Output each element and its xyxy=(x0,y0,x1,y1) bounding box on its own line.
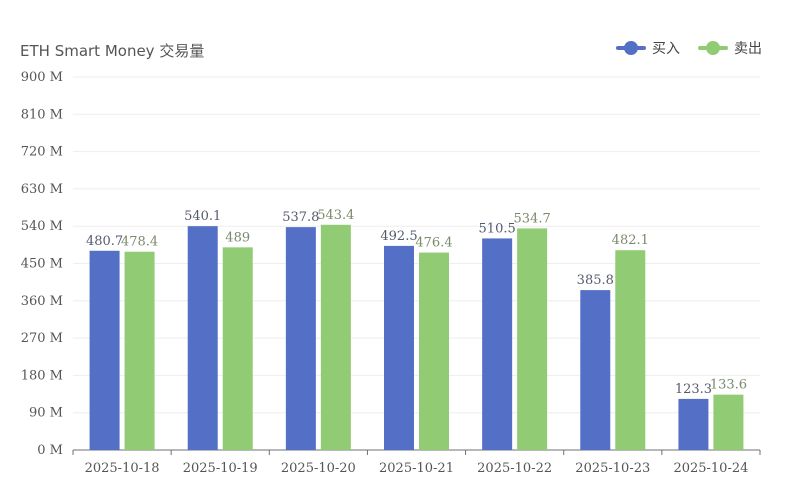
legend-item-buy[interactable]: 买入 xyxy=(616,38,680,58)
data-label-buy: 480.7 xyxy=(86,234,123,249)
legend: 买入 卖出 xyxy=(616,38,762,58)
y-tick-label: 630 M xyxy=(21,182,63,197)
legend-sell-dot xyxy=(706,41,720,55)
y-tick-label: 360 M xyxy=(21,294,63,309)
bar-sell[interactable] xyxy=(124,251,155,450)
x-tick-label: 2025-10-20 xyxy=(281,461,356,476)
bar-sell[interactable] xyxy=(222,247,253,450)
legend-buy-marker-icon xyxy=(616,41,646,55)
x-tick-label: 2025-10-18 xyxy=(85,461,160,476)
chart-title: ETH Smart Money 交易量 xyxy=(20,42,205,60)
y-tick-label: 180 M xyxy=(21,368,63,383)
bar-sell[interactable] xyxy=(517,228,548,450)
x-tick-label: 2025-10-23 xyxy=(575,461,650,476)
data-label-buy: 537.8 xyxy=(282,210,319,225)
bar-buy[interactable] xyxy=(187,226,218,450)
bar-buy[interactable] xyxy=(384,245,414,450)
bar-sell[interactable] xyxy=(615,250,646,450)
x-tick-label: 2025-10-22 xyxy=(477,461,552,476)
y-tick-label: 90 M xyxy=(29,406,63,421)
data-label-sell: 476.4 xyxy=(415,236,452,251)
x-tick-label: 2025-10-19 xyxy=(183,461,258,476)
y-tick-label: 450 M xyxy=(21,257,63,272)
y-tick-label: 540 M xyxy=(21,219,63,234)
data-label-sell: 133.6 xyxy=(710,378,747,393)
legend-buy-dot xyxy=(624,41,638,55)
y-tick-label: 900 M xyxy=(21,70,63,85)
y-tick-label: 720 M xyxy=(21,145,63,160)
bar-buy[interactable] xyxy=(580,290,611,450)
y-tick-label: 270 M xyxy=(21,331,63,346)
data-label-sell: 482.1 xyxy=(612,233,649,248)
data-label-buy: 385.8 xyxy=(577,273,614,288)
bar-buy[interactable] xyxy=(678,398,709,450)
bar-buy[interactable] xyxy=(482,238,513,450)
bar-sell[interactable] xyxy=(320,224,351,450)
data-label-sell: 543.4 xyxy=(317,208,354,223)
legend-buy-label: 买入 xyxy=(652,41,680,57)
legend-item-sell[interactable]: 卖出 xyxy=(698,38,762,58)
data-label-sell: 534.7 xyxy=(514,211,551,226)
bar-sell[interactable] xyxy=(419,252,449,450)
bar-buy[interactable] xyxy=(285,227,316,450)
bar-buy[interactable] xyxy=(89,250,120,450)
data-label-buy: 540.1 xyxy=(184,209,221,224)
data-label-sell: 489 xyxy=(225,230,250,245)
x-tick-label: 2025-10-21 xyxy=(379,461,454,476)
legend-sell-marker-icon xyxy=(698,41,728,55)
y-tick-label: 0 M xyxy=(37,443,63,458)
x-tick-label: 2025-10-24 xyxy=(673,461,748,476)
legend-sell-label: 卖出 xyxy=(734,41,762,57)
data-label-buy: 492.5 xyxy=(380,229,417,244)
data-label-buy: 510.5 xyxy=(479,221,516,236)
bar-sell[interactable] xyxy=(713,394,744,450)
y-tick-label: 810 M xyxy=(21,107,63,122)
data-label-buy: 123.3 xyxy=(675,382,712,397)
data-label-sell: 478.4 xyxy=(121,235,158,250)
